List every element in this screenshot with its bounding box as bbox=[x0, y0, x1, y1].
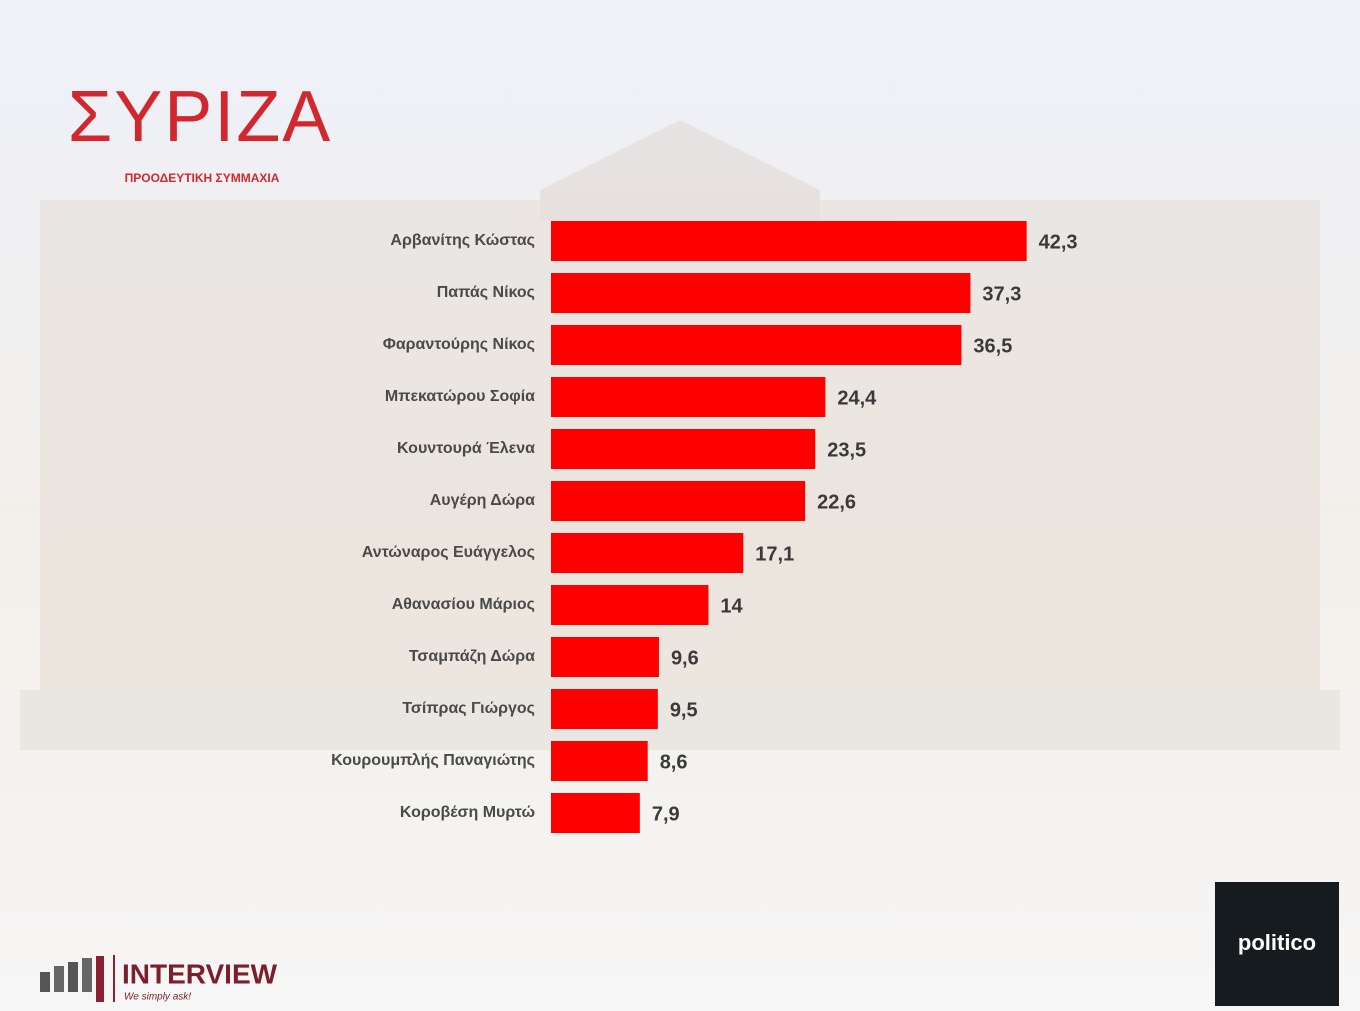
category-label: Τσαμπάζη Δώρα bbox=[409, 648, 535, 665]
bar bbox=[551, 429, 816, 469]
party-logo: ΣΥΡΙΖΑ bbox=[68, 77, 333, 157]
value-label: 8,6 bbox=[660, 751, 688, 773]
value-label: 7,9 bbox=[652, 803, 680, 825]
value-label: 23,5 bbox=[827, 439, 866, 461]
category-label: Αυγέρη Δώρα bbox=[430, 492, 535, 509]
value-label: 9,6 bbox=[671, 647, 699, 669]
value-label: 9,5 bbox=[670, 699, 698, 721]
value-label: 36,5 bbox=[973, 335, 1012, 357]
category-label: Τσίπρας Γιώργος bbox=[402, 700, 535, 717]
media-logo bbox=[1215, 882, 1339, 1006]
bar bbox=[551, 793, 640, 833]
category-label: Παπάς Νίκος bbox=[437, 284, 535, 301]
bar bbox=[551, 585, 709, 625]
value-label: 24,4 bbox=[837, 387, 877, 409]
bar bbox=[551, 741, 648, 781]
pollster-tagline: We simply ask! bbox=[124, 992, 191, 1003]
category-label: Μπεκατώρου Σοφία bbox=[385, 388, 535, 405]
bar bbox=[551, 533, 744, 573]
category-label: Αθανασίου Μάριος bbox=[392, 596, 535, 613]
value-label: 14 bbox=[720, 595, 743, 617]
pollster-logo bbox=[40, 955, 115, 1002]
category-label: Φαραντούρης Νίκος bbox=[383, 336, 535, 353]
value-label: 17,1 bbox=[755, 543, 794, 565]
pollster-name: INTERVIEW bbox=[122, 958, 278, 989]
value-label: 42,3 bbox=[1039, 231, 1078, 253]
category-label: Κουντουρά Έλενα bbox=[397, 440, 535, 457]
bar bbox=[551, 377, 826, 417]
value-label: 37,3 bbox=[982, 283, 1021, 305]
bar bbox=[551, 221, 1027, 261]
bar bbox=[551, 325, 962, 365]
category-label: Κοροβέση Μυρτώ bbox=[400, 804, 535, 821]
category-label: Κουρουμπλής Παναγιώτης bbox=[331, 752, 535, 769]
category-label: Αρβανίτης Κώστας bbox=[390, 232, 535, 249]
bar bbox=[551, 481, 806, 521]
party-subtitle: ΠΡΟΟΔΕΥΤΙΚΗ ΣΥΜΜΑΧΙΑ bbox=[125, 171, 280, 185]
bar bbox=[551, 689, 658, 729]
value-label: 22,6 bbox=[817, 491, 856, 513]
category-label: Αντώναρος Ευάγγελος bbox=[362, 544, 535, 561]
bar bbox=[551, 273, 971, 313]
media-name: politico bbox=[1238, 930, 1316, 955]
bar bbox=[551, 637, 659, 677]
